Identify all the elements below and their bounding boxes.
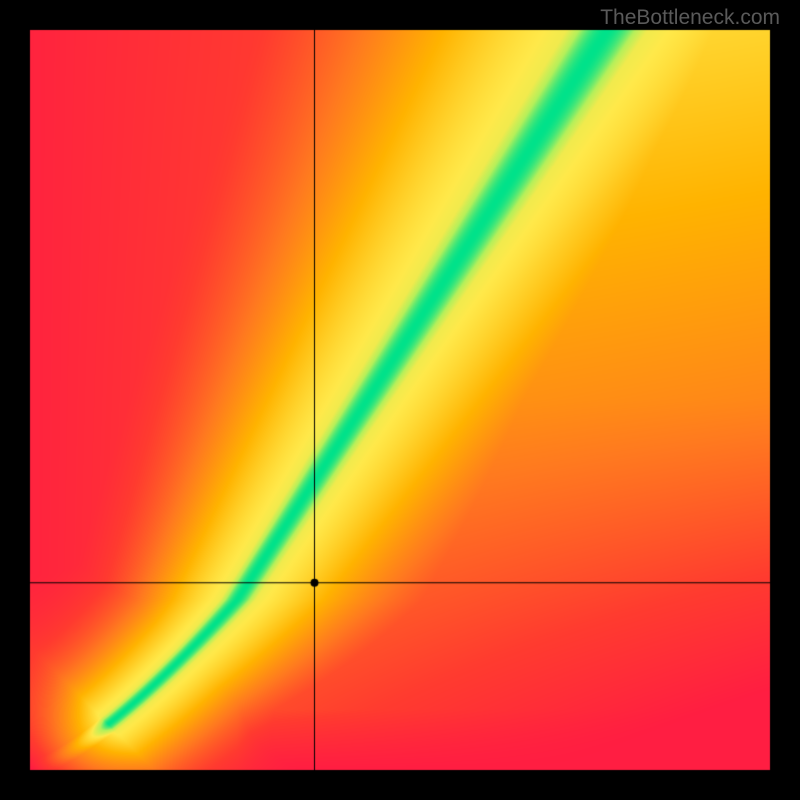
chart-container: TheBottleneck.com	[0, 0, 800, 800]
bottleneck-heatmap	[0, 0, 800, 800]
watermark-text: TheBottleneck.com	[600, 6, 780, 30]
